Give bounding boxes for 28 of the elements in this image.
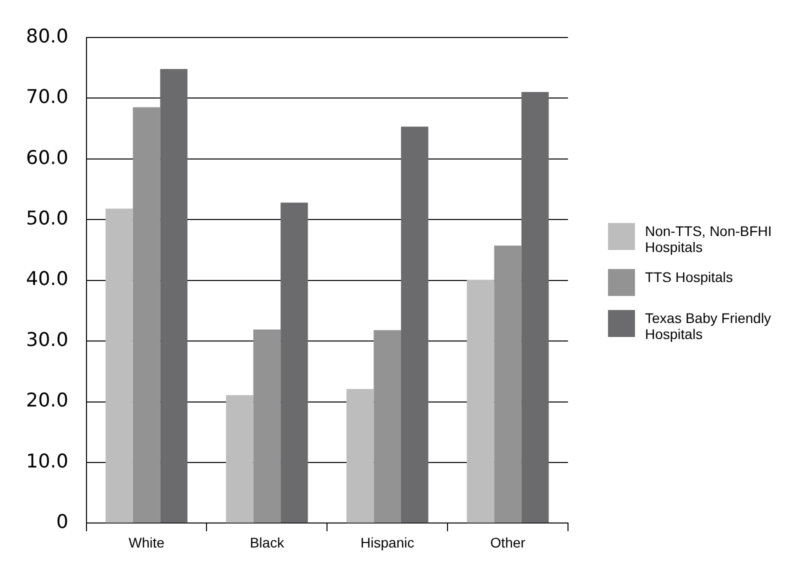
x-tick-label: White <box>128 534 165 550</box>
bar <box>374 330 402 523</box>
y-tick-label: 60.0 <box>26 146 68 169</box>
bar <box>160 68 188 523</box>
y-tick-label: 30.0 <box>26 328 68 351</box>
y-tick-label: 40.0 <box>26 268 68 290</box>
y-tick-label: 20.0 <box>26 390 68 412</box>
y-tick-label: 0 <box>56 511 68 534</box>
y-tick-label: 50.0 <box>26 208 68 230</box>
y-tick-label: 80.0 <box>26 25 68 48</box>
bar <box>226 395 254 523</box>
legend-label: Texas Baby Friendly Hospitals <box>645 310 772 342</box>
y-tick-label: 70.0 <box>26 86 68 108</box>
bar <box>494 246 522 523</box>
bar <box>521 92 549 523</box>
bar <box>346 389 374 523</box>
y-tick-label: 10.0 <box>26 450 68 472</box>
bar <box>401 126 428 523</box>
bar <box>253 329 281 523</box>
bar <box>106 208 133 523</box>
bar <box>280 202 308 523</box>
bar <box>466 280 494 523</box>
legend-label: TTS Hospitals <box>645 268 733 284</box>
bar <box>132 107 160 523</box>
x-tick-label: Black <box>250 534 286 550</box>
x-tick-label: Hispanic <box>360 534 414 550</box>
legend-label: Non-TTS, Non-BFHI Hospitals <box>645 222 773 254</box>
x-tick-label: Other <box>490 534 526 550</box>
